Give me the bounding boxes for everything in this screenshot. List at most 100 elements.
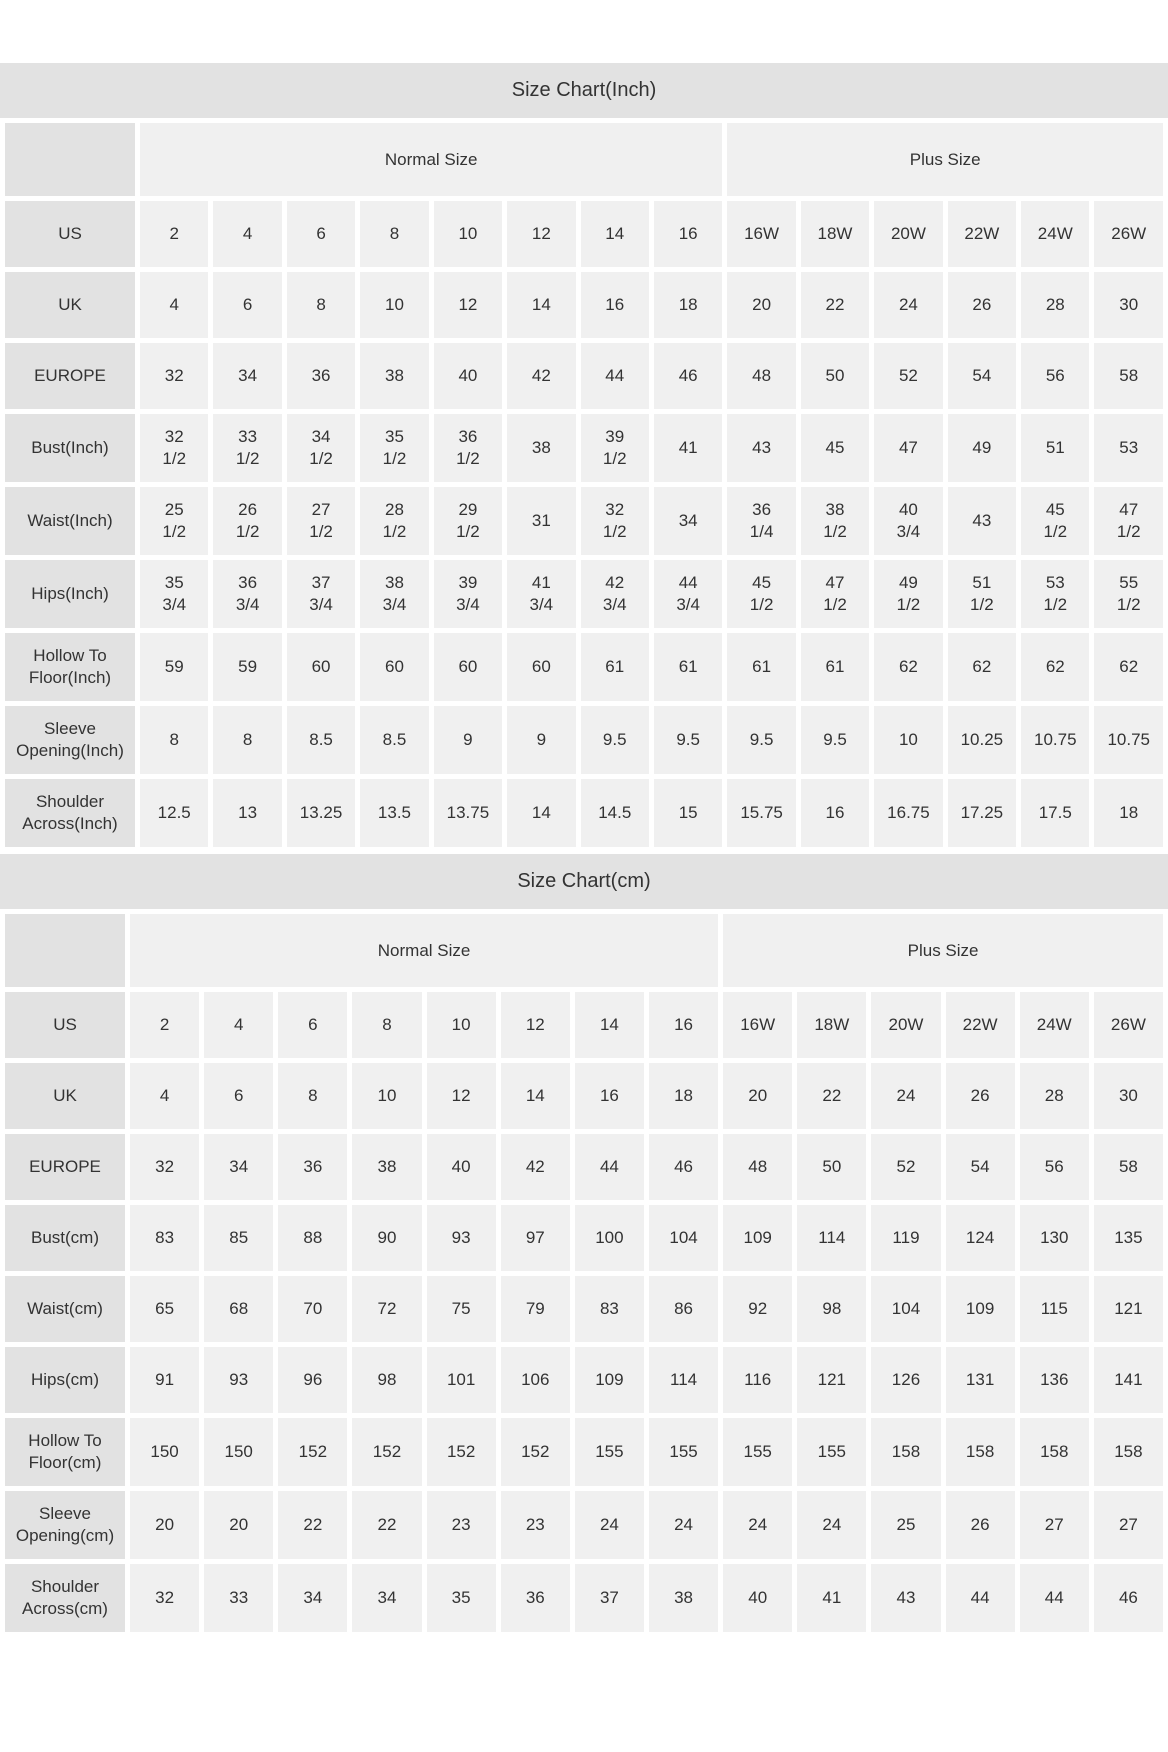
size-value: 45 1/2 [727,560,796,628]
size-value: 4 [213,201,282,267]
size-value: 8 [278,1063,348,1129]
size-value: 30 [1093,1063,1163,1129]
size-value: 101 [426,1347,496,1413]
size-value: 93 [204,1347,274,1413]
size-value: 45 1/2 [1021,487,1090,555]
row-label: Sleeve Opening(cm) [5,1491,125,1559]
table-head: Normal Size Plus Size [5,123,1163,196]
size-value: 85 [204,1205,274,1271]
size-value: 18 [1094,779,1163,847]
size-value: 158 [945,1418,1015,1486]
row-label: Hollow To Floor(Inch) [5,633,135,701]
size-value: 32 [130,1564,200,1632]
size-value: 50 [800,343,870,409]
size-value: 31 [507,487,576,555]
size-value: 56 [1019,1134,1089,1200]
size-value: 158 [1093,1418,1163,1486]
size-value: 22 [800,272,870,338]
size-value: 9.5 [727,706,796,774]
size-chart-cm-table: Normal Size Plus Size US 2 4 6 8 10 12 14 16 16W 18… [0,909,1168,1637]
size-value: 152 [278,1418,348,1486]
row-label: EUROPE [5,343,135,409]
size-value: 24 [648,1491,719,1559]
size-value: 86 [648,1276,719,1342]
size-value: 14 [500,1063,570,1129]
table-row-shoulder-across-cm: Shoulder Across(cm) 32 33 34 34 35 36 37 38 40 41 4… [5,1564,1163,1632]
group-header-normal-size: Normal Size [140,123,723,196]
size-value: 70 [278,1276,348,1342]
size-value: 27 [1019,1491,1089,1559]
size-value: 16W [723,992,793,1058]
size-value: 24W [1019,992,1089,1058]
size-value: 40 [433,343,503,409]
size-value: 20 [204,1491,274,1559]
size-value: 10 [360,272,429,338]
size-value: 60 [507,633,576,701]
size-value: 26W [1093,992,1163,1058]
size-value: 6 [286,201,356,267]
size-value: 39 3/4 [433,560,503,628]
size-value: 141 [1093,1347,1163,1413]
size-value: 35 [426,1564,496,1632]
row-label: EUROPE [5,1134,125,1200]
size-value: 20W [871,992,941,1058]
table-body: US 2 4 6 8 10 12 14 16 16W 18W 20W 22W 24W 26W UK 4 6 8 10 1… [5,992,1163,1632]
size-value: 6 [278,992,348,1058]
size-value: 16W [727,201,796,267]
size-value: 34 [213,343,282,409]
size-value: 32 1/2 [580,487,649,555]
size-value: 42 [500,1134,570,1200]
size-value: 46 [1093,1564,1163,1632]
size-value: 152 [500,1418,570,1486]
group-header-row: Normal Size Plus Size [5,123,1163,196]
size-value: 109 [723,1205,793,1271]
group-header-row: Normal Size Plus Size [5,914,1163,987]
row-label: Shoulder Across(cm) [5,1564,125,1632]
size-value: 43 [947,487,1017,555]
size-value: 12.5 [140,779,209,847]
size-value: 22W [947,201,1017,267]
row-label: Waist(cm) [5,1276,125,1342]
table-head: Normal Size Plus Size [5,914,1163,987]
size-value: 34 [653,487,723,555]
table-row-bust-cm: Bust(cm) 83 85 88 90 93 97 100 104 109 114 119 124 13… [5,1205,1163,1271]
size-value: 30 [1094,272,1163,338]
size-value: 60 [433,633,503,701]
row-label: Waist(Inch) [5,487,135,555]
size-value: 45 [800,414,870,482]
group-header-plus-size: Plus Size [727,123,1163,196]
size-value: 12 [500,992,570,1058]
size-value: 33 1/2 [213,414,282,482]
size-value: 62 [1094,633,1163,701]
size-value: 34 [278,1564,348,1632]
table-row-hollow-to-floor-cm: Hollow To Floor(cm) 150 150 152 152 152 152 155… [5,1418,1163,1486]
size-value: 47 1/2 [1094,487,1163,555]
size-value: 47 [874,414,943,482]
size-value: 126 [871,1347,941,1413]
size-value: 49 1/2 [874,560,943,628]
size-value: 62 [874,633,943,701]
size-value: 10 [352,1063,422,1129]
size-value: 12 [426,1063,496,1129]
size-value: 15.75 [727,779,796,847]
size-value: 10 [433,201,503,267]
size-value: 16 [580,272,649,338]
size-value: 8 [360,201,429,267]
size-value: 104 [871,1276,941,1342]
size-value: 9.5 [800,706,870,774]
size-value: 52 [871,1134,941,1200]
size-value: 44 [1019,1564,1089,1632]
size-value: 32 [140,343,209,409]
size-value: 52 [874,343,943,409]
size-value: 42 3/4 [580,560,649,628]
size-chart-inch-section: Size Chart(Inch) Normal Size Plus Size US… [0,63,1168,852]
row-label: Hips(Inch) [5,560,135,628]
size-value: 59 [140,633,209,701]
size-value: 24 [574,1491,644,1559]
row-label: US [5,201,135,267]
size-value: 23 [426,1491,496,1559]
size-value: 6 [204,1063,274,1129]
corner-cell [5,914,125,987]
size-value: 54 [947,343,1017,409]
table-row-waist-inch: Waist(Inch) 25 1/2 26 1/2 27 1/2 28 1/2 29 1/… [5,487,1163,555]
